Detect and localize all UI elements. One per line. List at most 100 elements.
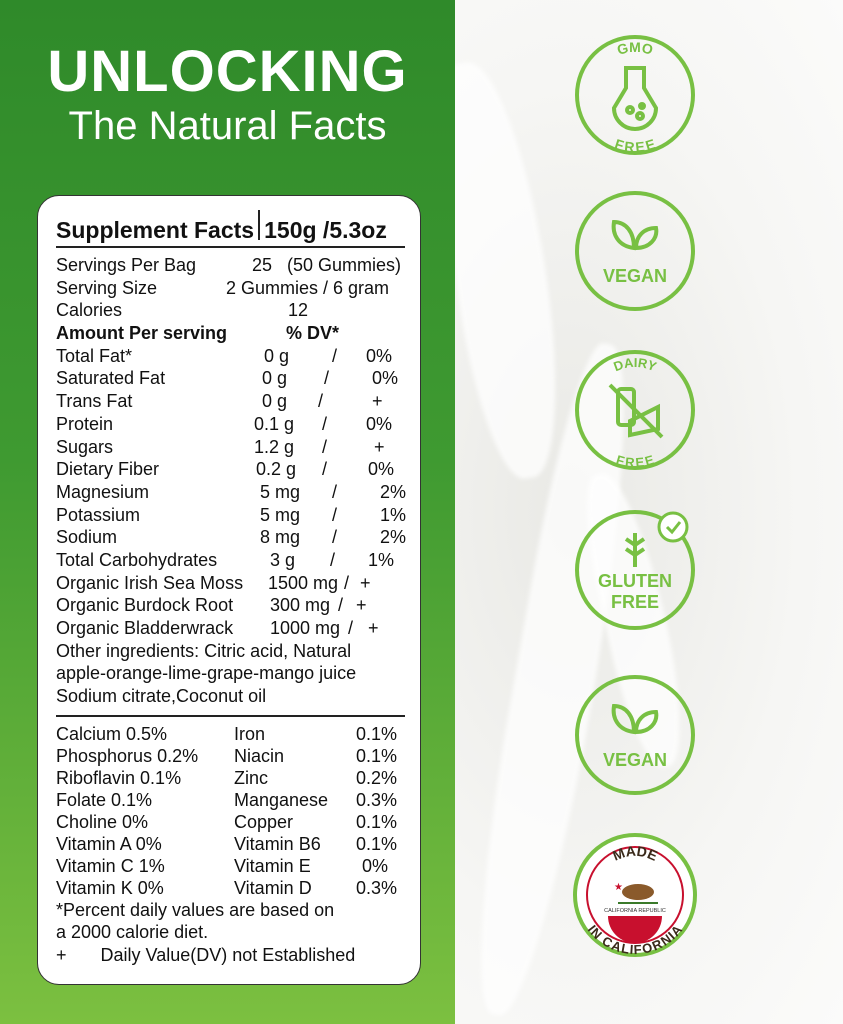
- herb-name: Organic Burdock Root: [56, 595, 234, 616]
- vitamin-right-value: 0.1%: [356, 723, 398, 744]
- slash-separator: /: [332, 504, 338, 525]
- herb-dv: +: [368, 618, 379, 638]
- vitamin-left: Calcium 0.5%: [56, 723, 168, 744]
- herb-row: Organic Irish Sea Moss 1500 mg / +: [56, 572, 405, 595]
- servings-value: 25 (50 Gummies): [252, 255, 402, 275]
- slash-separator: /: [322, 413, 328, 434]
- slash-separator: /: [332, 345, 338, 366]
- slash-separator: /: [324, 368, 330, 389]
- nutrient-dv: 2%: [380, 527, 407, 548]
- calories-value: 12: [288, 300, 309, 321]
- dv-label: % DV*: [286, 323, 340, 344]
- serving-size-label: Serving Size: [56, 277, 158, 298]
- vegan-label-2: VEGAN: [603, 750, 667, 770]
- herb-dv: +: [356, 595, 367, 616]
- serving-size-value: 2 Gummies / 6 gram: [226, 277, 390, 298]
- nutrient-amount: 5 mg: [260, 481, 301, 502]
- vitamin-row: Riboflavin 0.1% Zinc 0.2%: [56, 767, 405, 789]
- slash-separator: /: [322, 436, 328, 457]
- vitamin-right-name: Vitamin D: [234, 877, 312, 898]
- nutrient-amount: 0.2 g: [256, 459, 297, 480]
- vitamin-left: Folate 0.1%: [56, 789, 153, 810]
- leaf-icon: [611, 219, 659, 251]
- nutrient-name: Protein: [56, 413, 114, 434]
- vitamin-left: Vitamin K 0%: [56, 877, 164, 898]
- vitamin-left: Choline 0%: [56, 811, 149, 832]
- nutrient-name: Total Carbohydrates: [56, 549, 218, 570]
- nutrient-dv: 0%: [372, 368, 399, 389]
- leaf-icon: [611, 703, 659, 735]
- nutrient-dv: +: [374, 436, 385, 457]
- footnote-3: Daily Value(DV) not Established: [100, 944, 356, 965]
- nutrient-name: Potassium: [56, 504, 141, 525]
- footnote-symbol: +: [56, 944, 67, 965]
- vitamin-right-value: 0.3%: [356, 789, 398, 810]
- nutrient-amount: 5 mg: [260, 504, 301, 525]
- vitamin-right-value: 0.1%: [356, 833, 398, 854]
- vitamin-right-value: 0.1%: [356, 745, 398, 766]
- slash-separator: /: [332, 481, 338, 502]
- gmo-free-badge: GMO FREE: [575, 35, 695, 155]
- headline: UNLOCKING: [47, 39, 408, 104]
- svg-text:★: ★: [614, 882, 623, 893]
- california-bear-flag-icon: ★: [608, 882, 662, 943]
- gluten-label: GLUTEN: [598, 571, 672, 591]
- gluten-free-label: FREE: [611, 592, 659, 612]
- nutrient-name: Total Fat*: [56, 345, 133, 366]
- slash-separator: /: [344, 572, 350, 593]
- vitamin-right-name: Iron: [234, 723, 266, 744]
- nutrient-row: Sodium 8 mg / 2%: [56, 526, 407, 549]
- slash-separator: /: [348, 618, 354, 638]
- vitamin-right-name: Vitamin E: [234, 855, 311, 876]
- other-ingredients-1: Other ingredients: Citric acid, Natural: [56, 640, 352, 661]
- vitamin-right-value: 0.1%: [356, 811, 398, 832]
- other-ingredients-2: apple-orange-lime-grape-mango juice: [56, 663, 357, 684]
- nutrient-name: Sodium: [56, 527, 118, 548]
- nutrient-name: Sugars: [56, 436, 114, 457]
- divider: [56, 714, 405, 717]
- subheadline: The Natural Facts: [68, 104, 387, 148]
- nutrient-amount: 0 g: [262, 368, 288, 389]
- nutrient-dv: 0%: [368, 459, 395, 480]
- slash-separator: /: [330, 549, 336, 570]
- gluten-free-badge: GLUTEN FREE: [575, 510, 695, 630]
- vitamin-row: Vitamin C 1% Vitamin E 0%: [56, 855, 405, 877]
- milk-cheese-icon: [608, 383, 664, 439]
- nutrient-amount: 1.2 g: [254, 436, 295, 457]
- vitamin-right-value: 0%: [362, 855, 389, 876]
- title-separator: [258, 210, 261, 240]
- amount-label: Amount Per serving: [56, 323, 228, 344]
- nutrient-amount: 0 g: [264, 345, 290, 366]
- nutrient-amount: 8 mg: [260, 527, 301, 548]
- slash-separator: /: [332, 527, 338, 548]
- nutrient-row: Protein 0.1 g / 0%: [56, 413, 405, 436]
- nutrient-row: Saturated Fat 0 g / 0%: [56, 367, 405, 390]
- nutrient-dv: 1%: [380, 504, 407, 525]
- nutrient-name: Saturated Fat: [56, 368, 166, 389]
- footnote-1: *Percent daily values are based on: [56, 899, 335, 920]
- herb-row: Organic Burdock Root 300 mg / +: [56, 594, 405, 617]
- nutrient-name: Dietary Fiber: [56, 459, 160, 480]
- facts-title: Supplement Facts: [56, 217, 255, 243]
- dairy-free-badge: DAIRY FREE: [575, 350, 695, 470]
- vitamin-right-value: 0.3%: [356, 877, 398, 898]
- herb-name: Organic Irish Sea Moss: [56, 572, 244, 593]
- herb-amount: 1000 mg: [270, 618, 341, 638]
- nutrient-row: Total Carbohydrates 3 g / 1%: [56, 549, 405, 572]
- nutrient-row: Potassium 5 mg / 1%: [56, 504, 407, 527]
- vitamin-right-name: Vitamin B6: [234, 833, 321, 854]
- flask-icon: [611, 66, 659, 131]
- facts-title-row: Supplement Facts 150g /5.3oz: [56, 208, 405, 248]
- net-weight: 150g /5.3oz: [264, 217, 387, 243]
- vitamin-right-name: Copper: [234, 811, 294, 832]
- supplement-facts-panel: Supplement Facts 150g /5.3oz Servings Per…: [37, 195, 421, 985]
- gmo-label: GMO: [615, 39, 655, 58]
- herb-amount: 1500 mg: [268, 572, 339, 593]
- slash-separator: /: [338, 595, 344, 616]
- vegan-badge-2: VEGAN: [575, 675, 695, 795]
- vitamin-row: Vitamin A 0% Vitamin B6 0.1%: [56, 833, 405, 855]
- california-republic-label: CALIFORNIA REPUBLIC: [604, 908, 666, 914]
- calories-label: Calories: [56, 300, 123, 321]
- vitamin-left: Vitamin C 1%: [56, 855, 165, 876]
- vitamin-row: Folate 0.1% Manganese 0.3%: [56, 789, 405, 811]
